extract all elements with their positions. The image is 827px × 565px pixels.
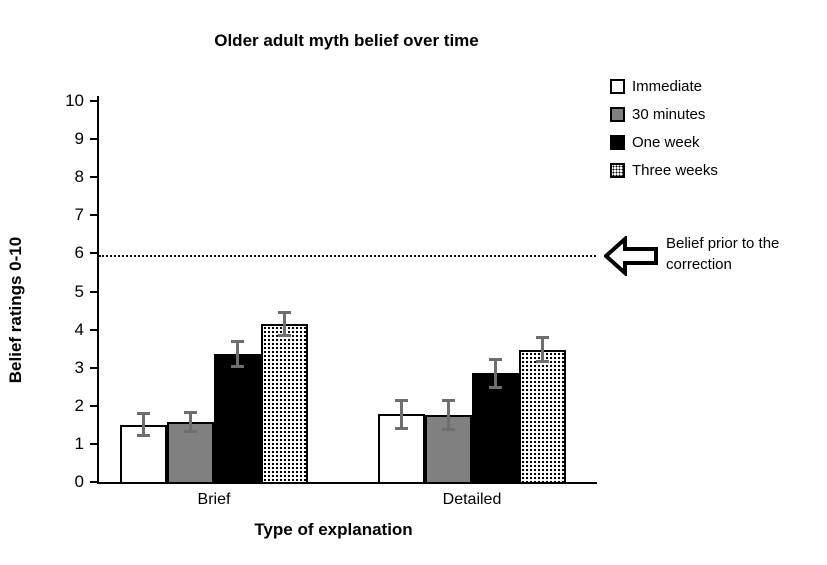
- y-tick-label: 4: [74, 319, 84, 339]
- legend-item-immediate: Immediate: [610, 72, 718, 100]
- bar-brief-three-weeks: [261, 323, 308, 484]
- legend-item-label: Immediate: [632, 77, 703, 95]
- legend-item-label: Three weeks: [632, 161, 718, 179]
- y-axis-line: [97, 96, 99, 484]
- y-tick-label: 1: [74, 433, 84, 453]
- legend-swatch: [610, 162, 625, 178]
- y-tick-label: 6: [74, 243, 84, 263]
- y-tick-label: 7: [74, 205, 84, 225]
- y-tick-label: 3: [74, 357, 84, 377]
- error-bar-stem: [541, 336, 544, 364]
- legend-item-label: 30 minutes: [632, 105, 706, 123]
- y-tick-mark: [90, 138, 98, 141]
- error-bar-stem: [236, 340, 239, 369]
- y-axis-label: Belief ratings 0-10: [6, 236, 25, 384]
- error-bar-stem: [447, 398, 450, 431]
- error-bar: [231, 340, 244, 369]
- y-tick-mark: [90, 366, 98, 369]
- left-arrow-icon: [603, 234, 658, 278]
- error-bar: [536, 336, 549, 364]
- y-tick-mark: [90, 176, 98, 179]
- error-bar-stem: [142, 412, 145, 438]
- y-tick-mark: [90, 290, 98, 293]
- legend-item-three-weeks: Three weeks: [610, 156, 718, 184]
- legend-item-label: One week: [632, 133, 700, 151]
- reference-dotted-line: [99, 255, 596, 258]
- y-tick-mark: [90, 252, 98, 255]
- legend-item-30-minutes: 30 minutes: [610, 100, 718, 128]
- error-bar-stem: [494, 358, 497, 389]
- y-tick-label: 2: [74, 395, 84, 415]
- y-tick-mark: [90, 442, 98, 445]
- x-axis-line: [97, 482, 597, 484]
- bar-detailed-three-weeks: [519, 349, 566, 484]
- error-bar: [184, 411, 197, 434]
- y-tick-mark: [90, 328, 98, 331]
- legend-swatch: [610, 134, 625, 150]
- error-bar: [442, 398, 455, 431]
- legend-swatch: [610, 78, 625, 94]
- error-bar: [278, 310, 291, 337]
- x-category-label-brief: Brief: [197, 491, 231, 508]
- y-tick-label: 8: [74, 167, 84, 187]
- y-tick-mark: [90, 404, 98, 407]
- error-bar-stem: [400, 398, 403, 430]
- legend-item-one-week: One week: [610, 128, 718, 156]
- error-bar: [137, 412, 150, 438]
- x-axis-label: Type of explanation: [254, 520, 413, 539]
- legend-swatch: [610, 106, 625, 122]
- error-bar-stem: [283, 310, 286, 337]
- y-tick-label: 5: [74, 281, 84, 301]
- error-bar: [395, 398, 408, 430]
- y-tick-mark: [90, 214, 98, 217]
- error-bar: [489, 358, 502, 389]
- bar-detailed-one-week: [472, 373, 519, 484]
- y-tick-label: 0: [74, 472, 84, 491]
- legend: Immediate 30 minutes One week Three weeks: [610, 72, 718, 184]
- chart-title: Older adult myth belief over time: [214, 31, 479, 50]
- error-bar-stem: [189, 411, 192, 434]
- x-category-label-detailed: Detailed: [442, 491, 502, 508]
- y-tick-mark: [90, 100, 98, 102]
- y-tick-mark: [90, 481, 98, 483]
- y-tick-label: 10: [65, 91, 84, 110]
- bar-brief-one-week: [214, 354, 261, 484]
- y-tick-label: 9: [74, 129, 84, 149]
- reference-line-annotation: Belief prior to the correction: [666, 235, 780, 274]
